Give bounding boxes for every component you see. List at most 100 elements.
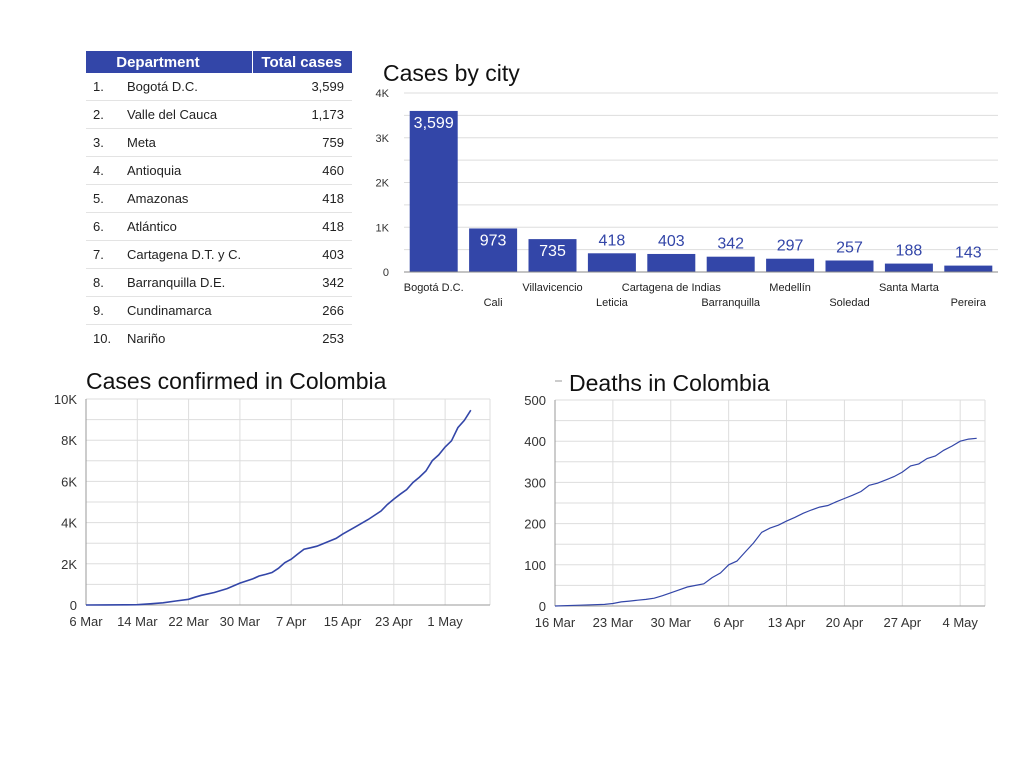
y-tick-label: 500 bbox=[524, 393, 546, 408]
column-header-total-cases[interactable]: Total cases bbox=[251, 51, 352, 73]
x-category-label: Pereira bbox=[951, 297, 987, 309]
series-line bbox=[85, 409, 472, 606]
department-cell: Amazonas bbox=[121, 184, 253, 213]
x-tick-label: 4 May bbox=[942, 615, 978, 630]
table-row[interactable]: 1. Bogotá D.C. 3,599 bbox=[86, 73, 352, 101]
y-tick-label: 0 bbox=[70, 598, 77, 613]
bar bbox=[587, 253, 636, 272]
table-row[interactable]: 5. Amazonas 418 bbox=[86, 184, 352, 213]
x-tick-label: 6 Apr bbox=[713, 615, 744, 630]
total-cases-cell: 1,173 bbox=[252, 100, 352, 129]
total-cases-cell: 342 bbox=[252, 268, 352, 297]
bar-value-label: 973 bbox=[480, 232, 507, 249]
y-tick-label: 400 bbox=[524, 434, 546, 449]
y-tick-label: 4K bbox=[61, 516, 77, 531]
column-header-department[interactable]: Department bbox=[86, 51, 253, 73]
y-tick-label: 200 bbox=[524, 517, 546, 532]
rank-cell: 5. bbox=[86, 184, 121, 213]
deaths-chart-title: Deaths in Colombia bbox=[569, 370, 770, 396]
x-category-label: Villavicencio bbox=[522, 282, 582, 294]
x-tick-label: 16 Mar bbox=[535, 615, 576, 630]
table-row[interactable]: 9. Cundinamarca 266 bbox=[86, 296, 352, 325]
x-tick-label: 20 Apr bbox=[826, 615, 864, 630]
bar-value-label: 342 bbox=[717, 236, 744, 253]
x-tick-label: 15 Apr bbox=[324, 614, 362, 629]
department-cell: Atlántico bbox=[121, 212, 253, 241]
y-tick-label: 2K bbox=[61, 557, 77, 572]
table-header-row: Department Total cases bbox=[86, 51, 352, 73]
total-cases-cell: 418 bbox=[252, 184, 352, 213]
x-tick-label: 22 Mar bbox=[168, 614, 209, 629]
total-cases-cell: 266 bbox=[252, 296, 352, 325]
bar bbox=[766, 258, 815, 272]
bar bbox=[528, 239, 577, 272]
total-cases-cell: 253 bbox=[322, 331, 344, 346]
y-tick-label: 4K bbox=[376, 88, 390, 100]
x-tick-label: 23 Mar bbox=[593, 615, 634, 630]
rank-cell: 7. bbox=[86, 240, 121, 269]
bar-chart-title: Cases by city bbox=[383, 60, 520, 86]
y-tick-label: 0 bbox=[383, 267, 389, 279]
cases-chart-title: Cases confirmed in Colombia bbox=[86, 368, 387, 394]
rank-cell: 3. bbox=[86, 128, 121, 157]
table-row[interactable]: 3. Meta 759 bbox=[86, 128, 352, 157]
table-row[interactable]: 4. Antioquia 460 bbox=[86, 156, 352, 185]
table-row[interactable]: 2. Valle del Cauca 1,173 bbox=[86, 100, 352, 129]
x-category-label: Soledad bbox=[829, 297, 869, 309]
table-row[interactable]: 10. Nariño 253 bbox=[86, 325, 352, 353]
bar-value-label: 418 bbox=[599, 232, 626, 249]
y-tick-label: 300 bbox=[524, 475, 546, 490]
y-tick-label: 10K bbox=[54, 392, 77, 407]
department-cell: Valle del Cauca bbox=[121, 100, 253, 129]
bar-value-label: 257 bbox=[836, 239, 863, 256]
bar-value-label: 297 bbox=[777, 238, 804, 255]
x-tick-label: 1 May bbox=[427, 614, 463, 629]
x-tick-label: 30 Mar bbox=[651, 615, 692, 630]
bar-value-label: 3,599 bbox=[414, 115, 454, 132]
total-cases-cell: 403 bbox=[252, 240, 352, 269]
rank-cell: 8. bbox=[86, 268, 121, 297]
x-category-label: Medellín bbox=[769, 282, 811, 294]
rank-cell: 2. bbox=[86, 100, 121, 129]
department-cell: Meta bbox=[121, 128, 253, 157]
bar-value-label: 143 bbox=[955, 245, 982, 262]
y-tick-label: 6K bbox=[61, 474, 77, 489]
bar bbox=[825, 260, 874, 272]
x-tick-label: 7 Apr bbox=[276, 614, 307, 629]
y-tick-label: 8K bbox=[61, 433, 77, 448]
bar bbox=[884, 263, 933, 272]
rank-cell: 4. bbox=[86, 156, 121, 185]
bar bbox=[409, 110, 458, 272]
department-cell: Cundinamarca bbox=[121, 296, 253, 325]
total-cases-cell: 460 bbox=[252, 156, 352, 185]
x-tick-label: 13 Apr bbox=[768, 615, 806, 630]
table-row[interactable]: 6. Atlántico 418 bbox=[86, 212, 352, 241]
y-tick-label: 1K bbox=[376, 222, 390, 234]
table-row[interactable]: 8. Barranquilla D.E. 342 bbox=[86, 268, 352, 297]
department-cell: Cartagena D.T. y C. bbox=[121, 240, 253, 269]
bar bbox=[647, 253, 696, 272]
bar-value-label: 188 bbox=[896, 243, 923, 260]
x-category-label: Cartagena de Indias bbox=[622, 282, 722, 294]
x-tick-label: 30 Mar bbox=[220, 614, 261, 629]
total-cases-cell: 3,599 bbox=[252, 73, 352, 101]
department-cell: Bogotá D.C. bbox=[121, 73, 253, 101]
bar bbox=[469, 228, 518, 272]
department-cell: Barranquilla D.E. bbox=[121, 268, 253, 297]
x-tick-label: 6 Mar bbox=[69, 614, 103, 629]
x-category-label: Leticia bbox=[596, 297, 629, 309]
bar-value-label: 403 bbox=[658, 233, 685, 250]
total-cases-cell: 759 bbox=[252, 128, 352, 157]
x-tick-label: 27 Apr bbox=[884, 615, 922, 630]
rank-cell: 1. bbox=[86, 73, 121, 101]
total-cases-cell: 418 bbox=[252, 212, 352, 241]
x-tick-label: 23 Apr bbox=[375, 614, 413, 629]
department-table: Department Total cases 1. Bogotá D.C. 3,59… bbox=[86, 51, 352, 352]
table-row[interactable]: 7. Cartagena D.T. y C. 403 bbox=[86, 240, 352, 269]
y-tick-label: 0 bbox=[539, 599, 546, 614]
y-tick-label: 3K bbox=[376, 133, 390, 145]
series-line bbox=[554, 437, 977, 607]
department-cell: Nariño bbox=[127, 331, 166, 346]
y-tick-label: 100 bbox=[524, 558, 546, 573]
